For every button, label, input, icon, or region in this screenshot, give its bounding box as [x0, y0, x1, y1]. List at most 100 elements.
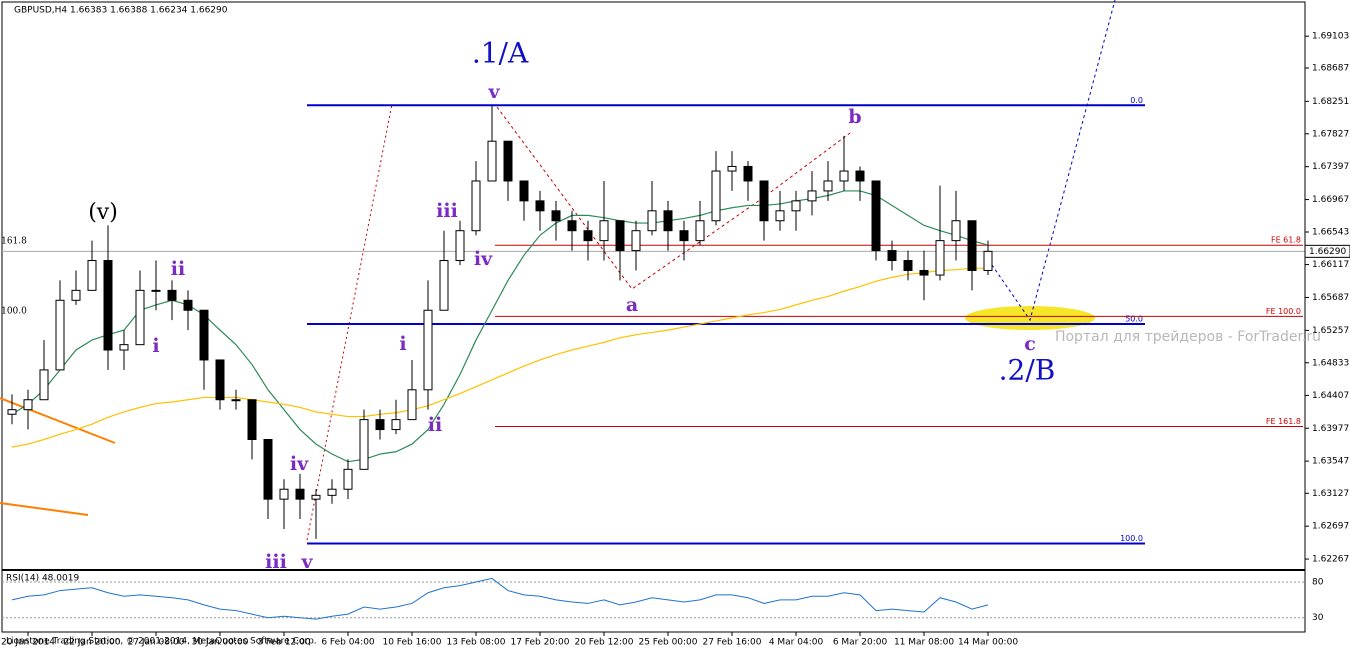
candle-body — [247, 399, 257, 441]
candle-body — [743, 165, 753, 182]
candle-body — [583, 230, 593, 242]
bid-label: 1.66290 — [1309, 247, 1346, 257]
candle-body — [935, 240, 945, 276]
candle-body — [151, 289, 161, 292]
candle-body — [471, 180, 481, 232]
watermark: Портал для трейдеров - ForTrader.ru — [1055, 329, 1321, 345]
candle-body — [407, 389, 417, 421]
target-zone — [965, 306, 1095, 330]
candle-body — [359, 419, 369, 470]
rsi-tick-label: 30 — [1312, 613, 1324, 623]
candle-body — [551, 210, 561, 222]
wave-label: c — [1024, 333, 1036, 355]
candle-body — [103, 260, 113, 351]
y-tick-label: 1.67827 — [1312, 129, 1349, 139]
fib-label: 0.0 — [1130, 96, 1143, 105]
y-tick-label: 1.64833 — [1312, 358, 1349, 368]
wave-label: ii — [428, 414, 442, 436]
candle-body — [871, 180, 881, 252]
wave-label: .2/B — [999, 354, 1056, 387]
candle-body — [439, 260, 449, 311]
moving-average — [11, 267, 988, 448]
x-tick-label: 13 Feb 08:00 — [446, 638, 505, 648]
candle-body — [55, 299, 65, 371]
candle-body — [343, 468, 353, 490]
candle-body — [855, 170, 865, 182]
header: GBPUSD,H4 1.66383 1.66388 1.66234 1.6629… — [14, 6, 228, 16]
wave-label: a — [626, 294, 638, 316]
wave-label: i — [399, 333, 406, 355]
wave-label: v — [487, 81, 500, 103]
candle-body — [327, 488, 337, 496]
y-tick-label: 1.63977 — [1312, 424, 1349, 434]
x-tick-label: 17 Feb 20:00 — [510, 638, 569, 648]
wave-label: i — [152, 335, 159, 357]
x-tick-label: 4 Mar 04:00 — [769, 638, 824, 648]
wave-label: (v) — [88, 200, 118, 225]
trend-line — [0, 502, 89, 516]
candle-body — [167, 289, 177, 301]
candle-body — [23, 399, 33, 411]
y-tick-label: 1.65257 — [1312, 326, 1349, 336]
wave-label: 100.0 — [1, 307, 27, 317]
candle-body — [279, 488, 289, 500]
x-tick-label: 20 Jan 2014 — [1, 638, 55, 648]
candle-body — [503, 140, 513, 182]
y-tick-label: 1.64407 — [1312, 391, 1349, 401]
wave-label: .1/A — [472, 37, 529, 70]
candle-body — [119, 344, 129, 351]
candle-body — [423, 309, 433, 391]
candle-body — [711, 170, 721, 222]
rsi-label: RSI(14) 48.0019 — [6, 574, 79, 584]
candle-body — [455, 230, 465, 262]
candle-body — [87, 260, 97, 291]
y-tick-label: 1.67397 — [1312, 162, 1349, 172]
y-tick-label: 1.66967 — [1312, 195, 1349, 205]
candle-body — [231, 399, 241, 402]
wave-label: ii — [171, 258, 185, 280]
wave-label: b — [848, 106, 861, 128]
candle-body — [311, 494, 321, 500]
projection-line — [306, 103, 393, 541]
candle-body — [951, 220, 961, 242]
y-tick-label: 1.66117 — [1312, 260, 1349, 270]
rsi-tick-label: 80 — [1312, 578, 1324, 588]
candle-body — [967, 220, 977, 271]
candle-body — [919, 269, 929, 276]
candle-body — [679, 230, 689, 242]
y-tick-label: 1.66543 — [1312, 227, 1349, 237]
candle-body — [791, 200, 801, 212]
candle-body — [759, 180, 769, 222]
fib-label: FE 161.8 — [1266, 417, 1301, 426]
x-tick-label: 6 Feb 04:00 — [321, 638, 375, 648]
candle-body — [567, 220, 577, 232]
fib-label: FE 100.0 — [1266, 307, 1301, 316]
candle-body — [7, 409, 17, 415]
y-tick-label: 1.69103 — [1312, 32, 1349, 42]
x-tick-label: 11 Mar 08:00 — [894, 638, 954, 648]
x-tick-label: 3 Feb 12:00 — [257, 638, 311, 648]
x-tick-label: 6 Mar 20:00 — [833, 638, 888, 648]
y-tick-label: 1.63127 — [1312, 489, 1349, 499]
x-tick-label: 27 Jan 08:00 — [128, 638, 185, 648]
candle-body — [647, 210, 657, 232]
candle-body — [391, 419, 401, 431]
wave-label: iv — [290, 453, 309, 475]
candle-body — [135, 289, 145, 346]
x-tick-label: 25 Feb 00:00 — [638, 638, 697, 648]
x-tick-label: 14 Mar 00:00 — [958, 638, 1018, 648]
y-tick-label: 1.68251 — [1312, 97, 1349, 107]
fib-label: 50.0 — [1125, 315, 1143, 324]
wave-label: iv — [474, 248, 493, 270]
candle-body — [615, 220, 625, 252]
x-tick-label: 30 Jan 00:00 — [192, 638, 249, 648]
y-tick-label: 1.63547 — [1312, 457, 1349, 467]
wave-label: 161.8 — [1, 237, 27, 247]
candle-body — [215, 359, 225, 401]
wave-label: iii — [436, 200, 458, 222]
candle-body — [39, 369, 49, 401]
footer: Lionstone Trading Station, © 2001-2014, … — [6, 637, 317, 647]
candle-body — [839, 170, 849, 182]
candle-body — [71, 289, 81, 301]
